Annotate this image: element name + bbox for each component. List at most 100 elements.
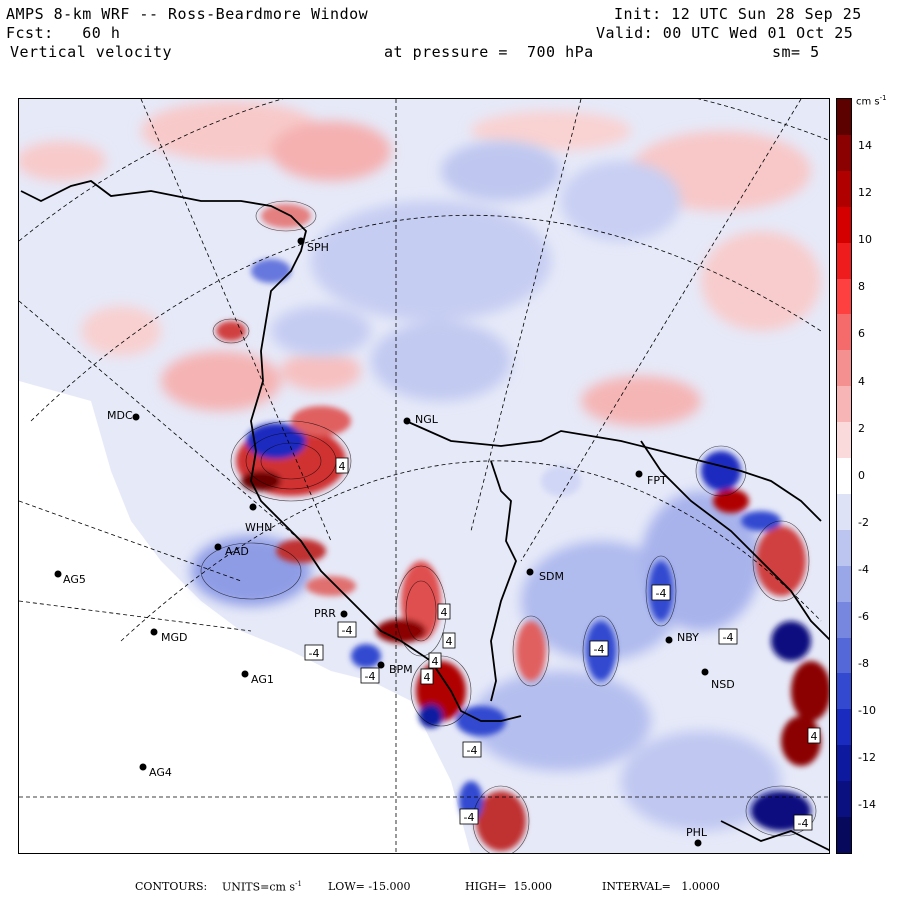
colorbar-segment: [837, 529, 851, 567]
station-label: FPT: [647, 474, 667, 487]
station-label: AG4: [149, 766, 172, 779]
contour-label: -4: [467, 744, 478, 757]
header-variable: Vertical velocity: [10, 43, 173, 61]
colorbar-segment: [837, 601, 851, 639]
contour-label-box: [337, 621, 357, 638]
colorbar-unit: cm s-1: [856, 94, 887, 108]
colorbar-segment: [837, 673, 851, 710]
colorbar-tick-label: -14: [858, 798, 876, 812]
colorbar-segment: [837, 278, 851, 315]
contour-label-box: [442, 632, 456, 649]
contour-label: -4: [464, 811, 475, 824]
contour-label: -4: [656, 587, 667, 600]
station-marker: [340, 610, 348, 618]
contour-label: -4: [342, 624, 353, 637]
contour-label: 4: [432, 655, 439, 668]
colorbar: [836, 98, 852, 854]
colorbar-segment: [837, 637, 851, 674]
header-valid-time: Valid: 00 UTC Wed 01 Oct 25: [596, 24, 854, 42]
station-marker: [150, 628, 158, 636]
footer-contours: CONTOURS:: [135, 880, 208, 893]
station-marker: [403, 417, 411, 425]
colorbar-tick-label: -12: [858, 751, 876, 765]
station-marker: [377, 661, 385, 669]
station-label: SPH: [307, 241, 329, 254]
strong-features: [216, 204, 829, 851]
station-marker: [132, 413, 140, 421]
colorbar-segment: [837, 386, 851, 423]
contour-label-box: [437, 603, 451, 620]
station-marker: [701, 668, 709, 676]
colorbar-tick-label: 8: [858, 280, 865, 294]
contour-label-box: [304, 644, 324, 661]
station-label: NBY: [677, 631, 699, 644]
footer-units: UNITS=cm s-1: [222, 880, 302, 894]
station-label: NSD: [711, 678, 735, 691]
contour-label: -4: [594, 643, 605, 656]
vertical-velocity-map: 4 4 4 4 4 4 -4 -4 -4 -4 -4 -4 -4 -4 -4 MDC NGL SPH WHN AAD…: [18, 98, 830, 854]
station-marker: [297, 237, 305, 245]
station-marker: [241, 670, 249, 678]
contour-label-box: [420, 668, 434, 685]
contour-label-box: [428, 652, 442, 669]
contour-label: 4: [424, 671, 431, 684]
lat-lon-grid: [19, 99, 829, 853]
colorbar-tick-label: -6: [858, 610, 869, 623]
contour-label-box: [589, 640, 609, 657]
contour-label: -4: [309, 647, 320, 660]
station-label: NGL: [415, 413, 439, 426]
contour-label-box: [718, 628, 738, 645]
station-label: BPM: [389, 663, 413, 676]
colorbar-segment: [837, 781, 851, 818]
contour-label: -4: [798, 817, 809, 830]
colorbar-tick-label: 4: [858, 374, 865, 388]
header-init-time: Init: 12 UTC Sun 28 Sep 25: [614, 5, 862, 23]
colorbar-segment: [837, 458, 851, 495]
colorbar-tick-label: 6: [858, 327, 865, 341]
station-marker: [54, 570, 62, 578]
station-marker: [665, 636, 673, 644]
contour-label-box: [360, 667, 380, 684]
contour-label-box: [807, 727, 821, 744]
colorbar-segment: [837, 565, 851, 603]
station-label: AAD: [225, 545, 249, 558]
positive-broad-areas: [19, 101, 821, 426]
contour-label-box: [459, 808, 479, 825]
contour-label-box: [793, 814, 813, 831]
colorbar-segment: [837, 206, 851, 244]
colorbar-segment: [837, 170, 851, 208]
colorbar-tick-label: 14: [858, 139, 872, 152]
station-marker: [694, 839, 702, 847]
colorbar-segment: [837, 817, 851, 854]
station-label: WHN: [245, 521, 272, 534]
contour-label-box: [335, 457, 349, 474]
footer-low: LOW= -15.000: [328, 880, 411, 893]
header-title: AMPS 8-km WRF -- Ross-Beardmore Window: [6, 5, 369, 23]
no-data-region: [19, 381, 471, 853]
colorbar-segment: [837, 99, 851, 136]
station-label: MGD: [161, 631, 188, 644]
colorbar-segment: [837, 422, 851, 459]
header-smoothing: sm= 5: [772, 43, 820, 61]
station-marker: [526, 568, 534, 576]
colorbar-tick-label: -8: [858, 657, 869, 671]
station-label: PHL: [686, 826, 708, 839]
colorbar-tick-label: -10: [858, 704, 876, 718]
contour-label: 4: [811, 730, 818, 743]
colorbar-segment: [837, 350, 851, 387]
colorbar-segment: [837, 493, 851, 531]
station-marker: [635, 470, 643, 478]
station-label: SDM: [539, 570, 564, 583]
negative-broad-areas: [191, 141, 781, 831]
station-marker: [139, 763, 147, 771]
contour-label: 4: [339, 460, 346, 473]
station-label: PRR: [314, 607, 336, 620]
contour-label-box: [651, 584, 671, 601]
colorbar-segment: [837, 314, 851, 351]
colorbar-segment: [837, 134, 851, 172]
colorbar-segment: [837, 709, 851, 746]
contour-label: -4: [723, 631, 734, 644]
header-pressure-level: at pressure = 700 hPa: [384, 43, 594, 61]
